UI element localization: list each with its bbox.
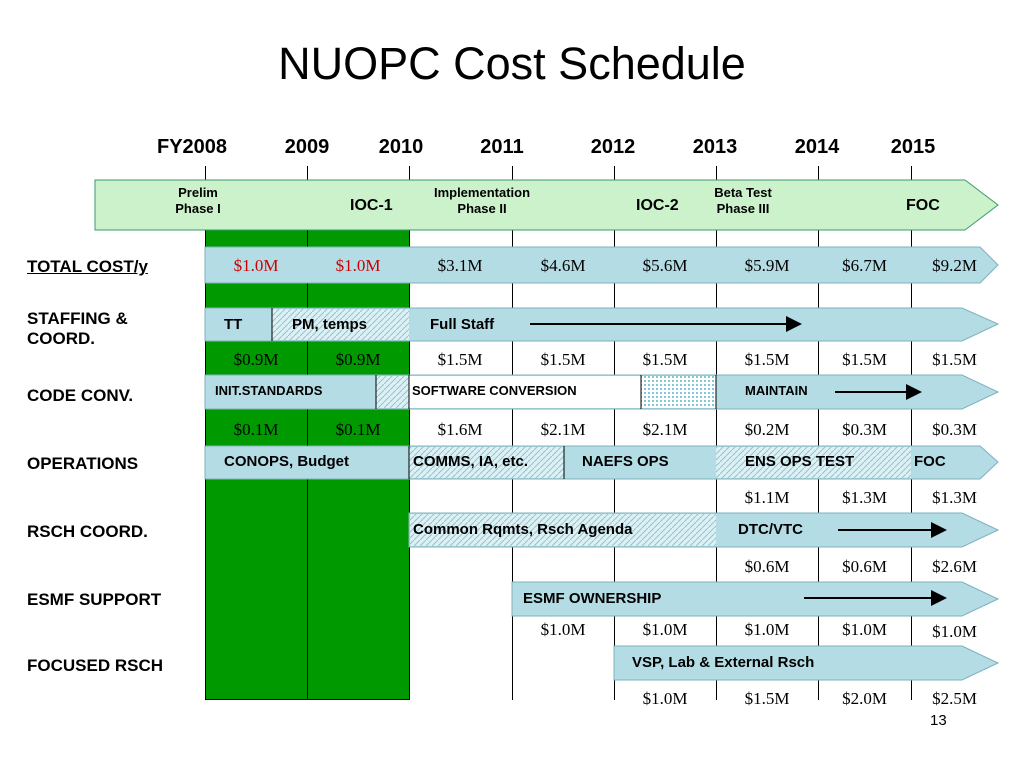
row-label-staffing: STAFFING & COORD. <box>27 309 128 349</box>
staffing-segment-full: Full Staff <box>430 316 495 333</box>
phase-ioc1-label: IOC-1 <box>350 197 393 214</box>
total-cost-value: $1.0M <box>233 256 279 275</box>
staffing-segment-pm: PM, temps <box>292 316 368 333</box>
year-header: 2010 <box>378 136 424 158</box>
ops-cost-value: $1.1M <box>744 488 790 507</box>
year-header: 2009 <box>284 136 330 158</box>
row-label-total-cost: TOTAL COST/y <box>27 257 148 276</box>
phase-arrow <box>94 179 999 231</box>
focused-cost-value: $2.5M <box>932 689 977 708</box>
code-cost-value: $1.6M <box>437 420 483 439</box>
rsch-cost-value: $0.6M <box>842 557 887 576</box>
code-segment-maintain: MAINTAIN <box>745 383 808 398</box>
year-header: 2015 <box>890 136 936 158</box>
code-segment-software-conversion: SOFTWARE CONVERSION <box>412 383 577 398</box>
grid-line <box>409 166 410 700</box>
code-segment-init-standards: INIT.STANDARDS <box>215 383 323 398</box>
year-header: 2013 <box>692 136 738 158</box>
focused-segment-vsp: VSP, Lab & External Rsch <box>632 654 815 671</box>
rsch-segment-common-rqmts: Common Rqmts, Rsch Agenda <box>413 521 633 538</box>
grid-line <box>614 166 615 700</box>
staffing-cost-value: $1.5M <box>932 350 977 369</box>
code-cost-value: $0.2M <box>744 420 790 439</box>
code-cost-value: $0.3M <box>842 420 887 439</box>
ops-cost-value: $1.3M <box>932 488 977 507</box>
total-cost-value: $9.2M <box>932 256 977 275</box>
grid-line <box>307 166 308 700</box>
code-cost-value: $2.1M <box>642 420 688 439</box>
total-cost-value: $6.7M <box>842 256 887 275</box>
row-label-focused-rsch: FOCUSED RSCH <box>27 656 164 675</box>
phase-ioc2-label: IOC-2 <box>636 197 679 214</box>
total-cost-value: $5.6M <box>642 256 688 275</box>
total-cost-value: $1.0M <box>335 256 381 275</box>
grid-line <box>911 166 912 700</box>
total-cost-value: $4.6M <box>540 256 586 275</box>
staffing-segment-tt: TT <box>224 316 243 333</box>
ops-segment-conops: CONOPS, Budget <box>224 453 350 470</box>
page-title: NUOPC Cost Schedule <box>278 38 746 89</box>
esmf-cost-value: $1.0M <box>540 620 586 639</box>
staffing-cost-value: $1.5M <box>842 350 887 369</box>
rsch-cost-value: $2.6M <box>932 557 977 576</box>
esmf-cost-value: $1.0M <box>642 620 688 639</box>
grid-line <box>512 166 513 700</box>
row-label-code-conv: CODE CONV. <box>27 386 134 405</box>
row-label-rsch-coord: RSCH COORD. <box>27 522 148 541</box>
code-cost-value: $2.1M <box>540 420 586 439</box>
row-label-operations: OPERATIONS <box>27 454 139 473</box>
code-cost-value: $0.1M <box>233 420 279 439</box>
phase-implementation-label: Implementation Phase II <box>433 185 531 217</box>
esmf-cost-value: $1.0M <box>932 622 977 641</box>
code-cost-value: $0.3M <box>932 420 977 439</box>
esmf-cost-value: $1.0M <box>744 620 790 639</box>
year-header: 2012 <box>590 136 636 158</box>
staffing-cost-value: $1.5M <box>437 350 483 369</box>
year-header: 2014 <box>794 136 840 158</box>
staffing-cost-value: $0.9M <box>335 350 381 369</box>
ops-segment-ens-test: ENS OPS TEST <box>745 453 855 470</box>
year-header: 2011 <box>480 136 524 158</box>
grid-line <box>716 166 717 700</box>
rsch-cost-value: $0.6M <box>744 557 790 576</box>
ops-segment-foc: FOC <box>914 453 946 470</box>
code-cost-value: $0.1M <box>335 420 381 439</box>
staffing-cost-value: $1.5M <box>744 350 790 369</box>
focused-cost-value: $1.0M <box>642 689 688 708</box>
focused-cost-value: $1.5M <box>744 689 790 708</box>
ops-segment-comms: COMMS, IA, etc. <box>413 453 529 470</box>
esmf-cost-value: $1.0M <box>842 620 887 639</box>
total-cost-arrow <box>204 246 999 284</box>
grid-line <box>205 166 206 700</box>
total-cost-value: $5.9M <box>744 256 790 275</box>
total-cost-value: $3.1M <box>437 256 483 275</box>
phase-beta-label: Beta Test Phase III <box>714 185 772 217</box>
rsch-segment-dtc-vtc: DTC/VTC <box>738 521 803 538</box>
esmf-arrow <box>511 581 1000 617</box>
focused-rsch-arrow <box>613 645 1000 681</box>
phase-prelim-label: Prelim Phase I <box>175 185 221 217</box>
staffing-cost-value: $1.5M <box>642 350 688 369</box>
ops-segment-naefs: NAEFS OPS <box>582 453 669 470</box>
year-header: FY2008 <box>157 136 228 158</box>
ops-cost-value: $1.3M <box>842 488 887 507</box>
staffing-cost-value: $0.9M <box>233 350 279 369</box>
row-label-esmf: ESMF SUPPORT <box>27 590 162 609</box>
page-number: 13 <box>930 712 947 729</box>
esmf-segment-ownership: ESMF OWNERSHIP <box>523 590 662 607</box>
phase-foc-label: FOC <box>906 197 940 214</box>
staffing-cost-value: $1.5M <box>540 350 586 369</box>
focused-cost-value: $2.0M <box>842 689 887 708</box>
grid-line <box>818 166 819 700</box>
